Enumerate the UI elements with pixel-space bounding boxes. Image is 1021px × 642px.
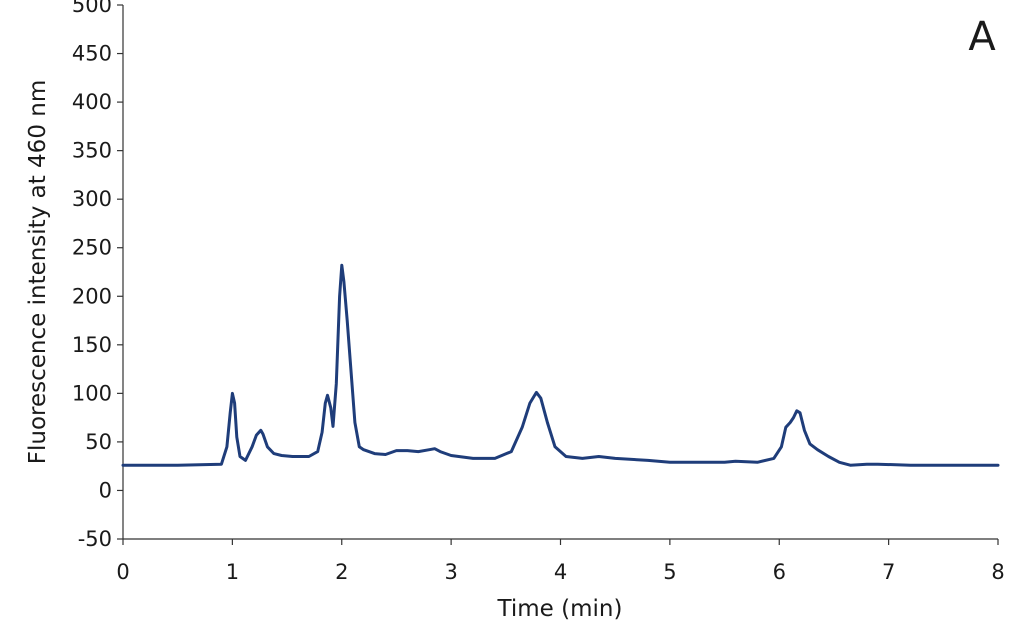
x-tick-label: 5 bbox=[663, 560, 676, 584]
y-tick-label: 150 bbox=[72, 333, 112, 357]
x-tick-label: 0 bbox=[116, 560, 129, 584]
series-layer bbox=[121, 263, 1000, 467]
y-tick-label: 450 bbox=[72, 42, 112, 66]
y-tick-label: 200 bbox=[72, 284, 112, 308]
y-tick-label: 250 bbox=[72, 236, 112, 260]
x-tick-label: 8 bbox=[991, 560, 1004, 584]
y-tick-label: 400 bbox=[72, 90, 112, 114]
series-line-1 bbox=[121, 263, 1000, 467]
x-axis-title: Time (min) bbox=[497, 596, 623, 622]
y-tick-label: 100 bbox=[72, 381, 112, 405]
axes bbox=[122, 5, 998, 540]
x-tick-label: 2 bbox=[335, 560, 348, 584]
y-tick-label: -50 bbox=[78, 527, 112, 551]
y-ticks: -50 0 50 100 150 200 250 300 350 400 450 500 bbox=[72, 0, 123, 551]
x-tick-label: 1 bbox=[226, 560, 239, 584]
x-tick-label: 3 bbox=[444, 560, 457, 584]
x-tick-label: 6 bbox=[773, 560, 786, 584]
y-axis-title: Fluorescence intensity at 460 nm bbox=[25, 80, 51, 464]
y-tick-label: 350 bbox=[72, 139, 112, 163]
y-tick-label: 50 bbox=[85, 430, 112, 454]
y-tick-label: 0 bbox=[99, 478, 112, 502]
y-tick-label: 300 bbox=[72, 187, 112, 211]
x-tick-label: 4 bbox=[554, 560, 567, 584]
x-tick-label: 7 bbox=[882, 560, 895, 584]
panel-label: A bbox=[968, 14, 996, 60]
x-ticks: 0 1 2 3 4 5 6 7 8 bbox=[116, 539, 1005, 584]
y-tick-label: 500 bbox=[72, 0, 112, 17]
